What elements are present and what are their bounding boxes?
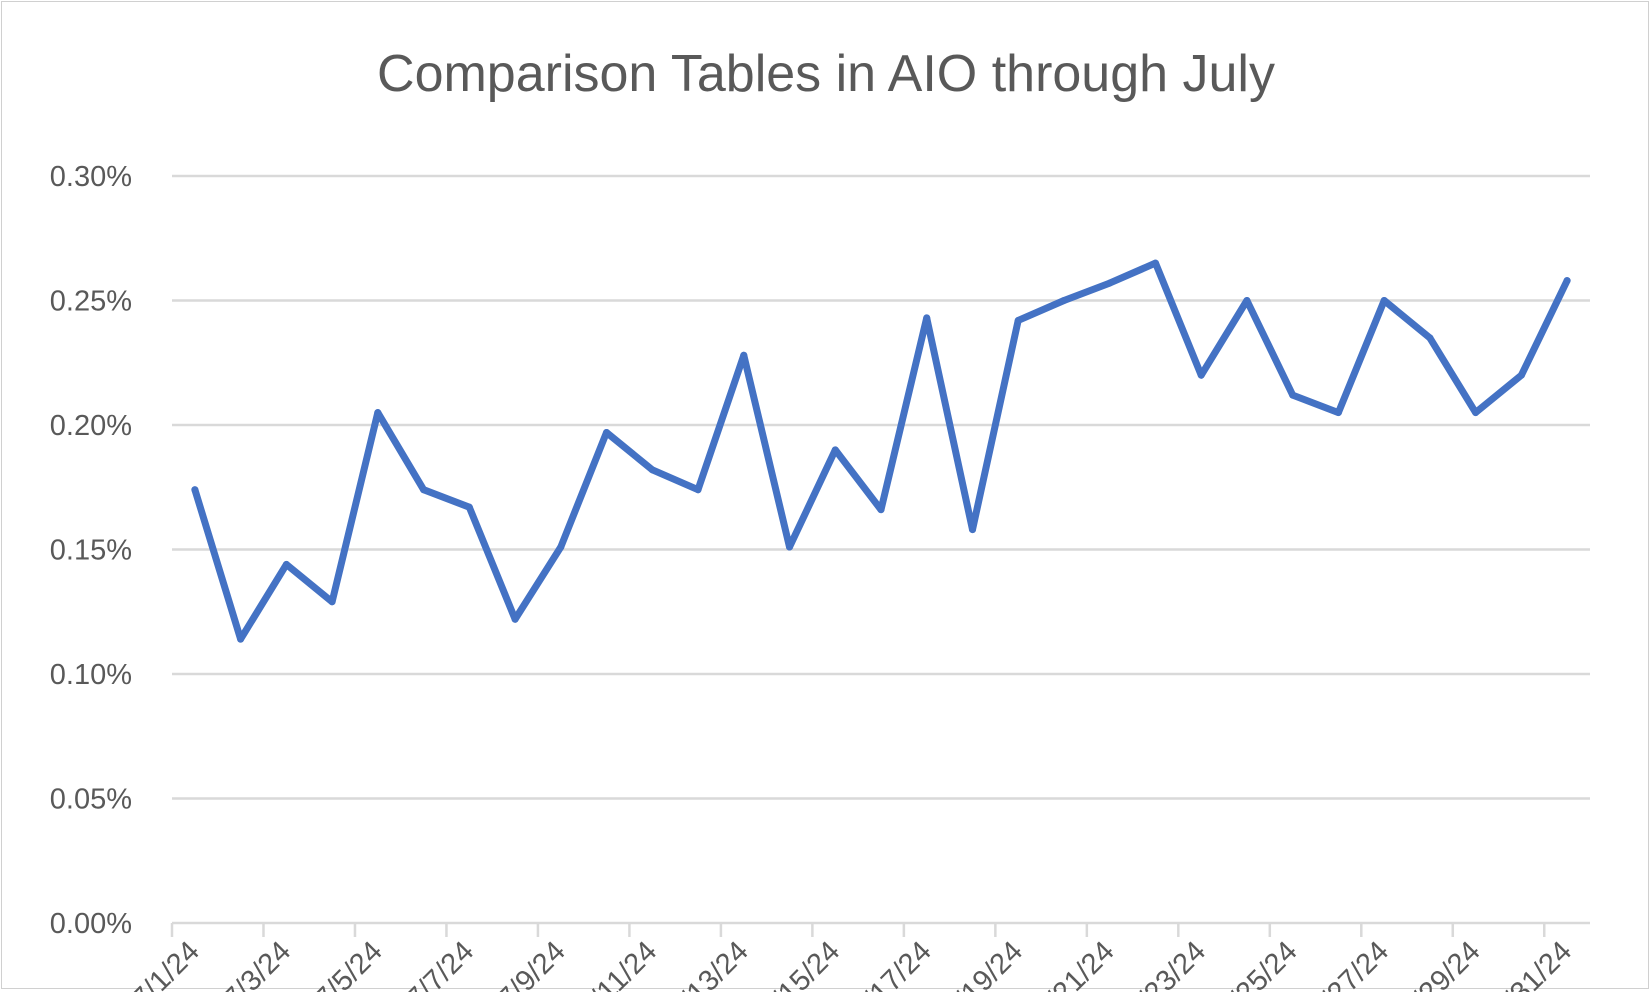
data-point xyxy=(282,560,290,568)
data-point xyxy=(694,486,702,494)
x-tick-label: 7/25/24 xyxy=(1213,935,1304,992)
data-point xyxy=(511,615,519,623)
x-tick-label: 7/1/24 xyxy=(126,935,206,992)
data-point xyxy=(1334,409,1342,417)
x-tick-label: 7/19/24 xyxy=(938,935,1029,992)
data-point xyxy=(1472,409,1480,417)
data-point xyxy=(328,598,336,606)
data-point xyxy=(1517,371,1525,379)
x-tick-label: 7/15/24 xyxy=(755,935,846,992)
x-tick-label: 7/27/24 xyxy=(1304,935,1395,992)
data-point xyxy=(877,506,885,514)
data-point xyxy=(648,466,656,474)
y-tick-label: 0.20% xyxy=(50,410,132,442)
data-point xyxy=(968,526,976,534)
data-point xyxy=(831,446,839,454)
y-tick-label: 0.10% xyxy=(50,659,132,691)
y-tick-label: 0.30% xyxy=(50,161,132,193)
data-point xyxy=(603,428,611,436)
x-tick-label: 7/5/24 xyxy=(309,935,389,992)
y-tick-label: 0.25% xyxy=(50,286,132,318)
x-tick-label: 7/7/24 xyxy=(401,935,481,992)
data-point xyxy=(1014,316,1022,324)
data-point xyxy=(1289,391,1297,399)
data-point xyxy=(557,543,565,551)
data-point xyxy=(374,409,382,417)
x-tick-label: 7/23/24 xyxy=(1121,935,1212,992)
x-tick-label: 7/9/24 xyxy=(492,935,572,992)
data-point xyxy=(1243,297,1251,304)
data-point xyxy=(1106,279,1114,287)
data-point xyxy=(1197,371,1205,379)
x-tick-label: 7/13/24 xyxy=(664,935,755,992)
y-tick-label: 0.00% xyxy=(50,908,132,940)
data-point xyxy=(237,635,245,643)
data-point xyxy=(1151,259,1159,267)
data-point xyxy=(1380,297,1388,304)
data-point xyxy=(740,351,748,359)
series-line xyxy=(191,259,1571,643)
data-point xyxy=(420,486,428,494)
x-tick-label: 7/21/24 xyxy=(1030,935,1121,992)
data-point xyxy=(191,486,199,494)
data-point xyxy=(1060,297,1068,304)
y-tick-label: 0.05% xyxy=(50,784,132,816)
data-point xyxy=(1563,277,1571,285)
x-tick-label: 7/29/24 xyxy=(1396,935,1487,992)
x-tick-label: 7/11/24 xyxy=(574,935,664,992)
x-tick-label: 7/3/24 xyxy=(218,935,298,992)
chart-title: Comparison Tables in AIO through July xyxy=(377,45,1275,103)
data-point xyxy=(1426,334,1434,342)
data-point xyxy=(786,543,794,551)
data-point xyxy=(923,314,931,322)
x-tick-label: 7/17/24 xyxy=(847,935,938,992)
y-tick-label: 0.15% xyxy=(50,535,132,567)
x-tick-label: 7/31/24 xyxy=(1487,935,1578,992)
data-point xyxy=(465,503,473,511)
